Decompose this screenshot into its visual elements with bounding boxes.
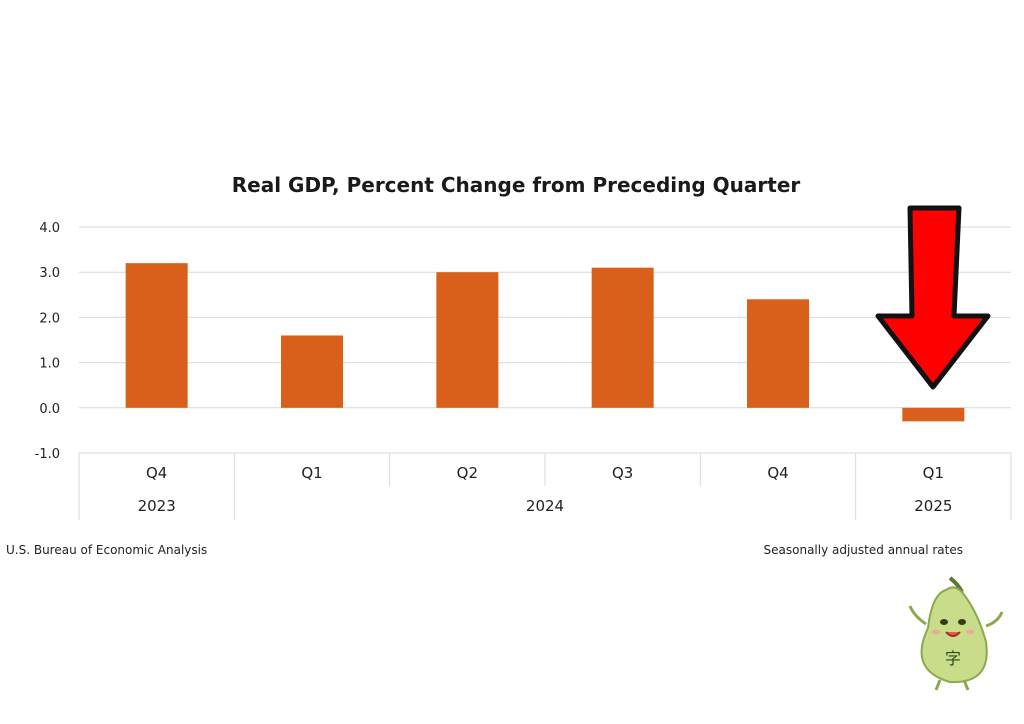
bar bbox=[591, 267, 654, 408]
bar bbox=[902, 407, 965, 422]
x-tick-label: Q1 bbox=[923, 464, 944, 482]
bar bbox=[281, 335, 343, 408]
y-tick-label: -1.0 bbox=[35, 447, 60, 462]
x-tick-label: Q2 bbox=[457, 464, 478, 482]
year-label: 2024 bbox=[526, 497, 564, 515]
chart-title: Real GDP, Percent Change from Preceding … bbox=[232, 173, 801, 197]
year-label: 2025 bbox=[914, 497, 952, 515]
bars bbox=[125, 263, 965, 422]
rates-note: Seasonally adjusted annual rates bbox=[764, 543, 963, 557]
pear-mascot-icon: 字 bbox=[908, 576, 1004, 691]
x-tick-label: Q1 bbox=[301, 464, 322, 482]
x-tick-label: Q3 bbox=[612, 464, 633, 482]
y-tick-label: 0.0 bbox=[39, 402, 60, 417]
x-tick-label: Q4 bbox=[767, 464, 788, 482]
year-label: 2023 bbox=[138, 497, 176, 515]
bar bbox=[436, 272, 499, 408]
bar bbox=[125, 263, 188, 408]
mascot-glyph: 字 bbox=[945, 650, 961, 668]
gridlines bbox=[79, 226, 1011, 454]
bar bbox=[747, 299, 809, 408]
x-axis: Q4 Q1 Q2 Q3 Q4 Q1 2023 2024 2025 bbox=[78, 453, 1012, 520]
y-tick-label: 2.0 bbox=[39, 311, 60, 326]
y-tick-label: 4.0 bbox=[39, 221, 60, 236]
red-arrow-icon bbox=[875, 205, 991, 390]
x-tick-label: Q4 bbox=[146, 464, 167, 482]
y-axis-ticks: 4.0 3.0 2.0 1.0 0.0 -1.0 bbox=[35, 221, 60, 462]
y-tick-label: 1.0 bbox=[39, 357, 60, 372]
y-tick-label: 3.0 bbox=[39, 266, 60, 281]
source-note: U.S. Bureau of Economic Analysis bbox=[6, 543, 207, 557]
